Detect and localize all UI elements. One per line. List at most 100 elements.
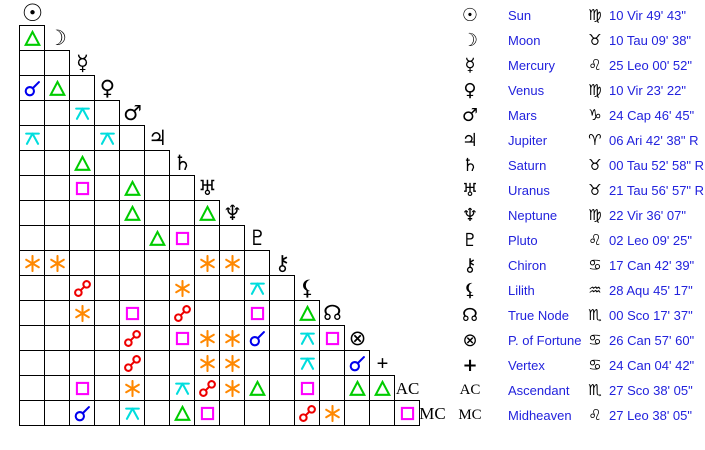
planet-glyph-mercury: ☿ (76, 50, 89, 75)
aspect-cell-p-of-fortune-x-sun (19, 325, 45, 351)
aspect-cell-lilith-x-neptune (219, 275, 245, 301)
aspect-cell-p-of-fortune-x-lilith (294, 325, 320, 351)
planet-position: 10 Tau 09' 38" (609, 33, 692, 48)
planet-row-venus: ♀ Venus ♍ 10 Vir 23' 22" (458, 78, 705, 103)
aspect-cell-pluto-x-jupiter (144, 225, 170, 251)
planet-glyph-sun: ☉ (461, 4, 479, 26)
planet-position: 17 Can 42' 39" (609, 258, 695, 273)
quincunx-icon (99, 132, 115, 145)
aspect-cell-chiron-x-mercury (69, 250, 95, 276)
aspect-cell-midheaven-x-jupiter (144, 400, 170, 426)
aspect-cell-uranus-x-sun (19, 175, 45, 201)
aspect-cell-true-node-x-chiron (269, 300, 295, 326)
opposition-icon (123, 354, 141, 372)
planet-name: Uranus (508, 183, 550, 198)
aspect-cell-true-node-x-neptune (219, 300, 245, 326)
square-icon (175, 231, 189, 245)
aspect-cell-lilith-x-sun (19, 275, 45, 301)
sextile-icon (124, 379, 140, 397)
aspect-cell-mars-x-mercury (69, 100, 95, 126)
planet-glyph-chiron: ⚷ (463, 254, 477, 276)
planet-glyph-mars: ♂ (123, 100, 142, 125)
planet-glyph-venus: ♀ (463, 79, 477, 101)
aspect-cell-vertex-x-saturn (169, 350, 195, 376)
square-icon (200, 406, 214, 420)
square-icon (250, 306, 264, 320)
square-icon (175, 331, 189, 345)
planet-glyph-ascendant: AC (459, 382, 481, 398)
zodiac-sign-icon: ♍ (588, 206, 602, 224)
zodiac-sign-icon: ♍ (588, 6, 602, 24)
aspect-cell-vertex-x-chiron (269, 350, 295, 376)
sextile-icon (199, 354, 215, 372)
quincunx-icon (24, 132, 40, 145)
aspect-cell-pluto-x-saturn (169, 225, 195, 251)
aspect-cell-ascendant-x-jupiter (144, 375, 170, 401)
sextile-icon (224, 329, 240, 347)
planet-glyph-ascendant: AC (395, 378, 420, 398)
aspect-cell-lilith-x-moon (44, 275, 70, 301)
aspect-cell-midheaven-x-pluto (244, 400, 270, 426)
planet-glyph-vertex: + (462, 354, 478, 376)
aspect-cell-true-node-x-mercury (69, 300, 95, 326)
planet-glyph-chiron: ⚷ (274, 250, 291, 275)
planet-row-jupiter: ♃ Jupiter ♈ 06 Ari 42' 38" R (458, 128, 705, 153)
aspect-cell-pluto-x-sun (19, 225, 45, 251)
aspect-cell-mars-x-sun (19, 100, 45, 126)
zodiac-sign-icon: ♒ (588, 281, 602, 299)
planet-position: 10 Vir 49' 43" (609, 8, 686, 23)
aspect-cell-lilith-x-chiron (269, 275, 295, 301)
opposition-icon (173, 304, 191, 322)
aspect-cell-ascendant-x-mars (119, 375, 145, 401)
planet-name: Lilith (508, 283, 535, 298)
aspect-cell-chiron-x-saturn (169, 250, 195, 276)
planet-position: 27 Leo 38' 05" (609, 408, 693, 423)
aspect-cell-vertex-x-venus (94, 350, 120, 376)
aspect-cell-lilith-x-venus (94, 275, 120, 301)
conjunction-icon (249, 330, 265, 346)
zodiac-sign-icon: ♋ (588, 356, 602, 374)
planet-glyph-p-of-fortune: ⊗ (462, 329, 478, 351)
planet-name: Vertex (508, 358, 545, 373)
aspect-cell-ascendant-x-lilith (294, 375, 320, 401)
aspect-cell-neptune-x-venus (94, 200, 120, 226)
aspect-cell-p-of-fortune-x-venus (94, 325, 120, 351)
aspect-cell-p-of-fortune-x-uranus (194, 325, 220, 351)
planet-glyph-venus: ♀ (99, 75, 116, 100)
square-icon (75, 181, 89, 195)
planet-position: 00 Tau 52' 58" R (609, 158, 705, 173)
aspect-cell-vertex-x-jupiter (144, 350, 170, 376)
aspect-cell-jupiter-x-venus (94, 125, 120, 151)
aspect-cell-pluto-x-moon (44, 225, 70, 251)
aspect-cell-vertex-x-mercury (69, 350, 95, 376)
planet-row-mars: ♂ Mars ♑ 24 Cap 46' 45" (458, 103, 705, 128)
aspect-cell-vertex-x-p-of-fortune (344, 350, 370, 376)
aspect-cell-p-of-fortune-x-true-node (319, 325, 345, 351)
aspect-cell-p-of-fortune-x-chiron (269, 325, 295, 351)
aspect-cell-chiron-x-pluto (244, 250, 270, 276)
aspect-cell-saturn-x-venus (94, 150, 120, 176)
aspect-cell-vertex-x-sun (19, 350, 45, 376)
zodiac-sign-icon: ♉ (588, 156, 602, 174)
trine-icon (298, 304, 316, 321)
planet-glyph-uranus: ♅ (198, 175, 217, 200)
aspect-cell-saturn-x-mars (119, 150, 145, 176)
planet-row-ascendant: AC Ascendant ♏ 27 Sco 38' 05" (458, 378, 705, 403)
aspect-cell-midheaven-x-p-of-fortune (344, 400, 370, 426)
square-icon (125, 306, 139, 320)
aspect-cell-midheaven-x-mercury (69, 400, 95, 426)
aspect-cell-midheaven-x-ascendant (394, 400, 420, 426)
planet-row-moon: ☽ Moon ♉ 10 Tau 09' 38" (458, 28, 705, 53)
planet-glyph-neptune: ♆ (223, 200, 242, 225)
aspect-cell-true-node-x-uranus (194, 300, 220, 326)
aspect-cell-chiron-x-neptune (219, 250, 245, 276)
zodiac-sign-icon: ♏ (588, 306, 602, 324)
aspect-cell-midheaven-x-venus (94, 400, 120, 426)
aspect-cell-mercury-x-moon (44, 50, 70, 76)
planet-glyph-midheaven: MC (458, 407, 482, 423)
quincunx-icon (124, 407, 140, 420)
aspect-cell-uranus-x-jupiter (144, 175, 170, 201)
planet-name: Saturn (508, 158, 547, 173)
aspect-cell-moon-x-sun (19, 25, 45, 51)
